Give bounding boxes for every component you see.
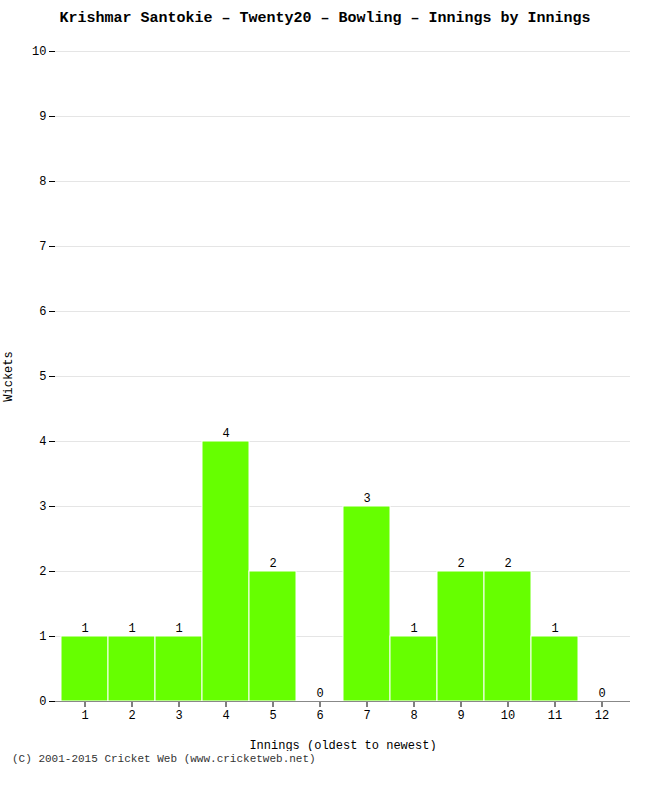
svg-text:0: 0 (39, 695, 46, 709)
svg-text:1: 1 (81, 622, 88, 636)
svg-text:5: 5 (39, 370, 46, 384)
html-text:Krishmar Santokie – Twenty20 –: Krishmar Santokie – Twenty20 – Bowling –… (59, 10, 591, 27)
svg-text:1: 1 (175, 622, 182, 636)
svg-text:2: 2 (39, 565, 46, 579)
svg-text:6: 6 (316, 709, 323, 723)
svg-text:2: 2 (504, 557, 511, 571)
svg-text:6: 6 (39, 305, 46, 319)
svg-text:12: 12 (595, 709, 609, 723)
svg-text:9: 9 (457, 709, 464, 723)
svg-text:3: 3 (363, 492, 370, 506)
svg-text:4: 4 (222, 709, 229, 723)
svg-text:3: 3 (39, 500, 46, 514)
svg-text:10: 10 (501, 709, 515, 723)
svg-text:3: 3 (175, 709, 182, 723)
svg-text:2: 2 (457, 557, 464, 571)
svg-text:0: 0 (598, 687, 605, 701)
svg-text:2: 2 (128, 709, 135, 723)
svg-text:7: 7 (39, 240, 46, 254)
svg-text:2: 2 (269, 557, 276, 571)
svg-text:7: 7 (363, 709, 370, 723)
html-text:(C) 2001-2015 Cricket Web (www: (C) 2001-2015 Cricket Web (www.cricketwe… (12, 753, 316, 765)
svg-text:0: 0 (316, 687, 323, 701)
svg-text:4: 4 (39, 435, 46, 449)
svg-text:Innings (oldest to newest): Innings (oldest to newest) (249, 739, 436, 752)
svg-text:11: 11 (548, 709, 562, 723)
svg-text:5: 5 (269, 709, 276, 723)
svg-text:1: 1 (81, 709, 88, 723)
svg-text:1: 1 (39, 630, 46, 644)
svg-text:Wickets: Wickets (2, 351, 16, 401)
svg-text:1: 1 (551, 622, 558, 636)
svg-text:8: 8 (39, 175, 46, 189)
svg-text:1: 1 (410, 622, 417, 636)
svg-text:10: 10 (32, 45, 46, 59)
svg-text:4: 4 (222, 427, 229, 441)
svg-text:8: 8 (410, 709, 417, 723)
svg-text:9: 9 (39, 110, 46, 124)
svg-text:1: 1 (128, 622, 135, 636)
